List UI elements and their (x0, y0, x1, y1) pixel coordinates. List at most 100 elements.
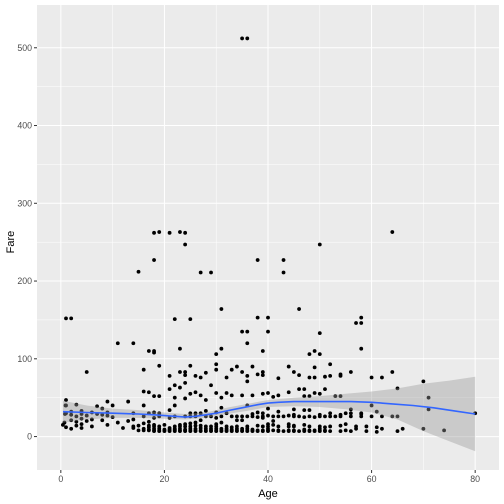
data-point (312, 428, 317, 433)
data-point (255, 372, 260, 377)
data-point (193, 411, 198, 416)
x-tick-label: 20 (160, 474, 170, 484)
data-point (421, 426, 426, 431)
data-point (209, 424, 213, 429)
data-point (323, 414, 327, 419)
data-point (198, 270, 203, 275)
smooth-confidence-band (63, 376, 476, 452)
data-point (178, 385, 182, 390)
x-tick-label: 0 (58, 474, 63, 484)
data-point (79, 416, 84, 421)
data-point (297, 307, 301, 311)
data-point (260, 373, 265, 378)
data-point (64, 403, 68, 408)
data-point (203, 409, 208, 413)
data-point (245, 36, 250, 41)
data-point (245, 374, 250, 378)
data-point (291, 428, 296, 433)
data-point (348, 411, 353, 416)
data-point (286, 413, 291, 418)
data-point (188, 363, 193, 368)
data-point (395, 386, 400, 391)
data-point (157, 394, 162, 399)
data-point (281, 414, 286, 419)
x-tick-label: 40 (263, 474, 273, 484)
data-point (302, 408, 307, 413)
data-point (214, 422, 219, 427)
data-points (60, 36, 478, 434)
data-point (255, 428, 260, 433)
data-point (188, 424, 193, 429)
data-point (271, 422, 276, 427)
x-axis-title: Age (258, 488, 278, 500)
data-point (421, 379, 426, 384)
data-point (245, 414, 250, 419)
data-point (214, 416, 219, 420)
data-point (172, 424, 177, 429)
data-point (235, 418, 239, 423)
data-point (235, 414, 239, 419)
data-point (69, 426, 74, 431)
y-axis: 0 100 200 300 400 500 (17, 43, 37, 442)
data-point (348, 429, 353, 434)
data-point (364, 424, 369, 429)
data-point (219, 346, 224, 351)
data-point (146, 349, 151, 353)
data-point (167, 374, 172, 378)
data-point (312, 391, 317, 395)
data-point (250, 412, 255, 416)
data-point (297, 429, 301, 434)
data-point (69, 316, 74, 321)
data-point (380, 414, 384, 419)
y-tick-label: 0 (27, 432, 32, 442)
data-point (167, 408, 172, 413)
data-point (152, 422, 156, 427)
data-point (343, 411, 348, 416)
data-point (121, 426, 125, 430)
data-point (219, 307, 224, 311)
data-point (84, 413, 89, 418)
data-point (110, 403, 115, 408)
data-point (172, 317, 177, 322)
data-point (307, 428, 312, 433)
data-point (131, 341, 136, 346)
data-point (390, 230, 395, 234)
data-point (193, 423, 198, 428)
data-point (333, 414, 338, 419)
data-point (74, 402, 79, 407)
data-point (152, 416, 156, 420)
data-point (152, 410, 156, 415)
data-point (276, 409, 281, 414)
data-point (136, 428, 141, 433)
data-point (229, 367, 234, 372)
data-point (338, 412, 343, 417)
major-grid (37, 5, 499, 470)
data-point (224, 411, 229, 416)
data-point (146, 419, 151, 424)
data-point (307, 408, 312, 413)
data-point (312, 375, 317, 380)
data-point (271, 414, 276, 419)
data-point (229, 393, 234, 398)
data-point (343, 428, 348, 433)
data-point (260, 424, 265, 429)
data-point (281, 258, 286, 262)
data-point (271, 428, 276, 433)
data-point (323, 425, 327, 430)
data-point (219, 395, 224, 400)
data-point (369, 375, 374, 380)
data-point (343, 422, 348, 427)
data-point (115, 420, 120, 425)
data-point (354, 321, 358, 325)
data-point (84, 419, 89, 423)
data-point (167, 426, 172, 430)
data-point (183, 242, 188, 247)
data-point (374, 409, 379, 414)
data-point (188, 411, 193, 416)
data-point (271, 419, 276, 423)
data-point (100, 406, 105, 411)
data-point (328, 429, 333, 434)
data-point (369, 403, 374, 408)
data-point (79, 426, 84, 430)
